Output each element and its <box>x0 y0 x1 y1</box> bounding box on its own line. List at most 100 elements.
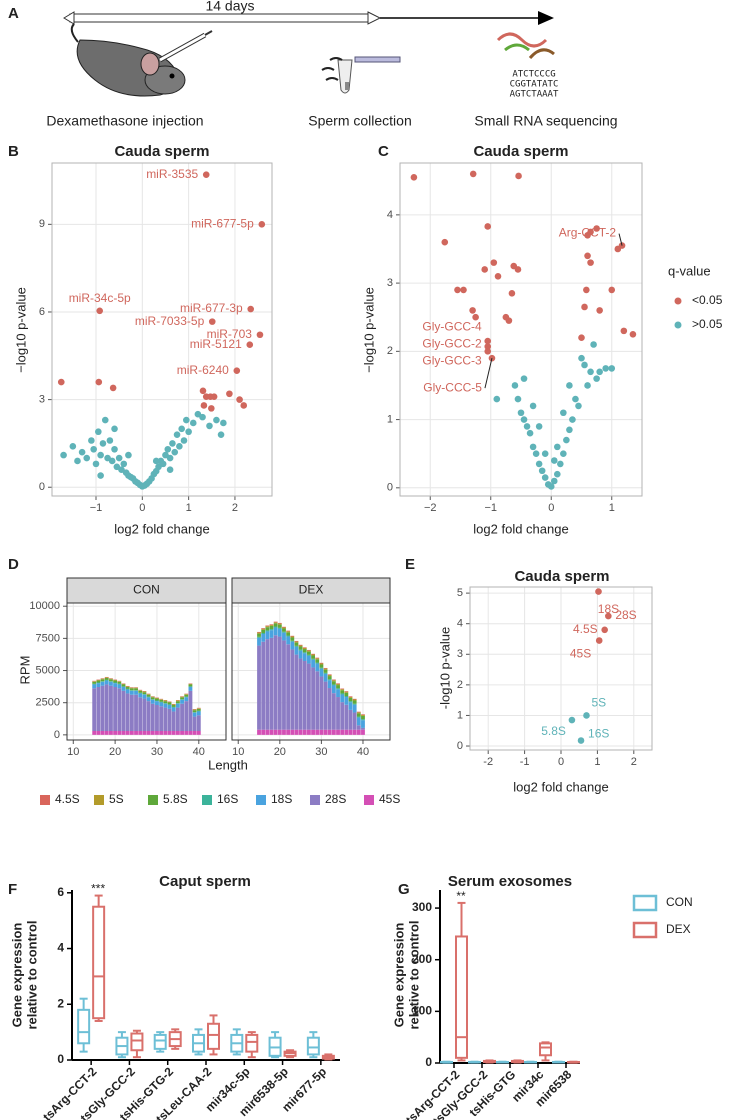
bar-segment <box>129 730 134 735</box>
point-label: 18S <box>598 602 619 616</box>
bar-segment <box>113 730 118 735</box>
bar-segment <box>96 680 101 683</box>
bar-segment <box>167 702 172 705</box>
y-tick-label: 1 <box>457 709 463 721</box>
bar-segment <box>290 649 295 730</box>
y-tick-label: 3 <box>457 648 463 660</box>
bar-segment <box>298 645 303 647</box>
bar-segment <box>273 627 278 636</box>
point <box>566 382 573 389</box>
point <box>595 588 602 595</box>
point <box>69 443 77 450</box>
bar-segment <box>269 637 274 730</box>
point <box>173 431 181 438</box>
bar-segment <box>331 729 336 735</box>
significance: ** <box>456 889 466 903</box>
bar-segment <box>167 701 172 703</box>
legend-key <box>632 921 658 939</box>
bar-segment <box>336 684 340 686</box>
bar-segment <box>109 685 113 731</box>
step-label: Sperm collection <box>308 113 412 129</box>
box <box>77 1008 91 1045</box>
point <box>575 402 582 410</box>
bar-segment <box>134 690 138 695</box>
legend-label: 28S <box>325 792 346 806</box>
bar-segment <box>323 681 328 730</box>
bar-segment <box>125 688 130 690</box>
bar-segment <box>282 632 286 641</box>
bar-segment <box>159 701 164 703</box>
y-tick-label: 5000 <box>36 664 60 676</box>
bar-segment <box>171 707 176 712</box>
point <box>83 454 91 462</box>
facet-label: DEX <box>299 583 324 597</box>
y-tick-label: 4 <box>57 941 64 955</box>
point <box>236 396 243 403</box>
bar-segment <box>125 686 130 688</box>
x-tick-label: 10 <box>232 746 244 758</box>
bar-segment <box>257 633 261 637</box>
bar-segment <box>117 688 122 731</box>
point <box>213 416 220 424</box>
point <box>614 245 622 253</box>
bar-segment <box>265 639 270 730</box>
bar-segment <box>323 667 328 669</box>
legend-label: DEX <box>666 922 691 936</box>
point <box>605 612 612 620</box>
bar-segment <box>348 701 353 703</box>
point <box>596 307 603 314</box>
y-tick-label: 0 <box>54 729 60 741</box>
point <box>472 313 479 321</box>
y-tick-label: 200 <box>412 952 432 966</box>
point <box>602 365 609 372</box>
bar-segment <box>146 730 151 735</box>
panel-label: E <box>405 556 415 573</box>
bar-segment <box>298 729 303 735</box>
legend-title: q-value <box>668 263 711 278</box>
point <box>587 228 594 236</box>
point <box>595 637 603 644</box>
bar-segment <box>113 680 118 683</box>
bar-segment <box>167 705 172 709</box>
bar-segment <box>129 687 134 689</box>
bar-segment <box>100 681 105 682</box>
bar-segment <box>100 678 105 680</box>
legend-swatch <box>94 795 104 805</box>
point <box>185 428 192 436</box>
bar-segment <box>175 703 180 708</box>
box <box>539 1042 552 1057</box>
mouse-icon <box>70 23 213 97</box>
y-tick-label: 300 <box>412 900 432 914</box>
bar-segment <box>142 694 147 695</box>
y-tick-label: 100 <box>412 1004 432 1018</box>
bar-segment <box>196 710 201 712</box>
bar-segment <box>150 699 155 700</box>
bar-segment <box>188 684 193 687</box>
bar-segment <box>117 681 122 682</box>
bar-segment <box>196 708 201 711</box>
point-label: miR-703 <box>207 327 253 341</box>
x-axis-label: log2 fold change <box>513 779 608 794</box>
y-tick-label: 10000 <box>29 600 60 612</box>
bar-segment <box>273 626 278 628</box>
bar-segment <box>356 711 361 713</box>
y-tick-label: 1 <box>387 413 393 425</box>
bar-segment <box>331 679 336 681</box>
point <box>541 474 549 481</box>
bar-segment <box>96 682 101 684</box>
point <box>563 436 570 444</box>
point <box>226 390 233 398</box>
point <box>601 626 608 634</box>
legend-label: CON <box>666 895 693 909</box>
bar-segment <box>109 730 113 735</box>
bar-segment <box>265 729 270 735</box>
point <box>517 409 525 417</box>
bar-segment <box>294 645 299 647</box>
bar-segment <box>96 679 101 681</box>
point <box>484 337 492 345</box>
legend-swatch <box>364 795 374 805</box>
x-tick-label: 30 <box>151 746 163 758</box>
bar-segment <box>167 704 172 706</box>
point <box>171 448 179 456</box>
